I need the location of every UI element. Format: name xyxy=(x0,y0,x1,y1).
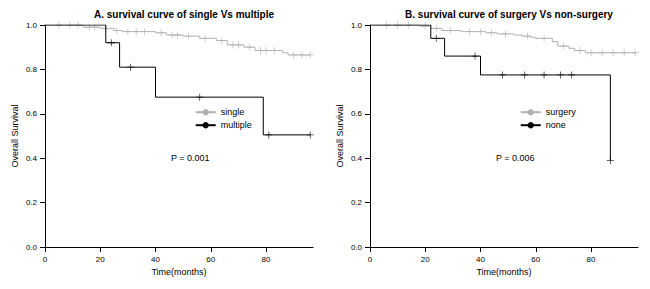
svg-text:0.0: 0.0 xyxy=(26,243,38,252)
svg-text:0.0: 0.0 xyxy=(351,243,363,252)
svg-text:P = 0.001: P = 0.001 xyxy=(171,153,210,163)
svg-text:0.4: 0.4 xyxy=(26,154,38,163)
svg-text:40: 40 xyxy=(476,255,485,264)
svg-text:surgery: surgery xyxy=(546,107,577,117)
svg-text:1.0: 1.0 xyxy=(351,21,363,30)
svg-text:0.6: 0.6 xyxy=(351,109,363,118)
svg-text:B. survival curve of surgery V: B. survival curve of surgery Vs non-surg… xyxy=(405,9,613,20)
svg-text:0.8: 0.8 xyxy=(26,65,38,74)
svg-text:P = 0.006: P = 0.006 xyxy=(496,153,535,163)
svg-text:60: 60 xyxy=(531,255,540,264)
svg-text:0: 0 xyxy=(368,255,373,264)
svg-text:none: none xyxy=(546,120,566,130)
svg-text:Time(months): Time(months) xyxy=(476,267,531,277)
svg-text:multiple: multiple xyxy=(221,120,252,130)
svg-text:0.8: 0.8 xyxy=(351,65,363,74)
svg-text:0.4: 0.4 xyxy=(351,154,363,163)
svg-text:single: single xyxy=(221,107,245,117)
svg-text:0: 0 xyxy=(43,255,48,264)
svg-text:0.2: 0.2 xyxy=(26,198,38,207)
svg-text:60: 60 xyxy=(206,255,215,264)
svg-text:80: 80 xyxy=(587,255,596,264)
svg-text:A. survival curve of single Vs: A. survival curve of single Vs multiple xyxy=(94,9,274,20)
svg-text:80: 80 xyxy=(262,255,271,264)
svg-text:20: 20 xyxy=(96,255,105,264)
svg-text:20: 20 xyxy=(421,255,430,264)
svg-text:Time(months): Time(months) xyxy=(151,267,206,277)
svg-text:1.0: 1.0 xyxy=(26,21,38,30)
svg-text:Overall Survival: Overall Survival xyxy=(335,104,345,167)
svg-text:40: 40 xyxy=(151,255,160,264)
svg-text:0.2: 0.2 xyxy=(351,198,363,207)
svg-text:Overall Survival: Overall Survival xyxy=(10,104,20,167)
svg-text:0.6: 0.6 xyxy=(26,109,38,118)
